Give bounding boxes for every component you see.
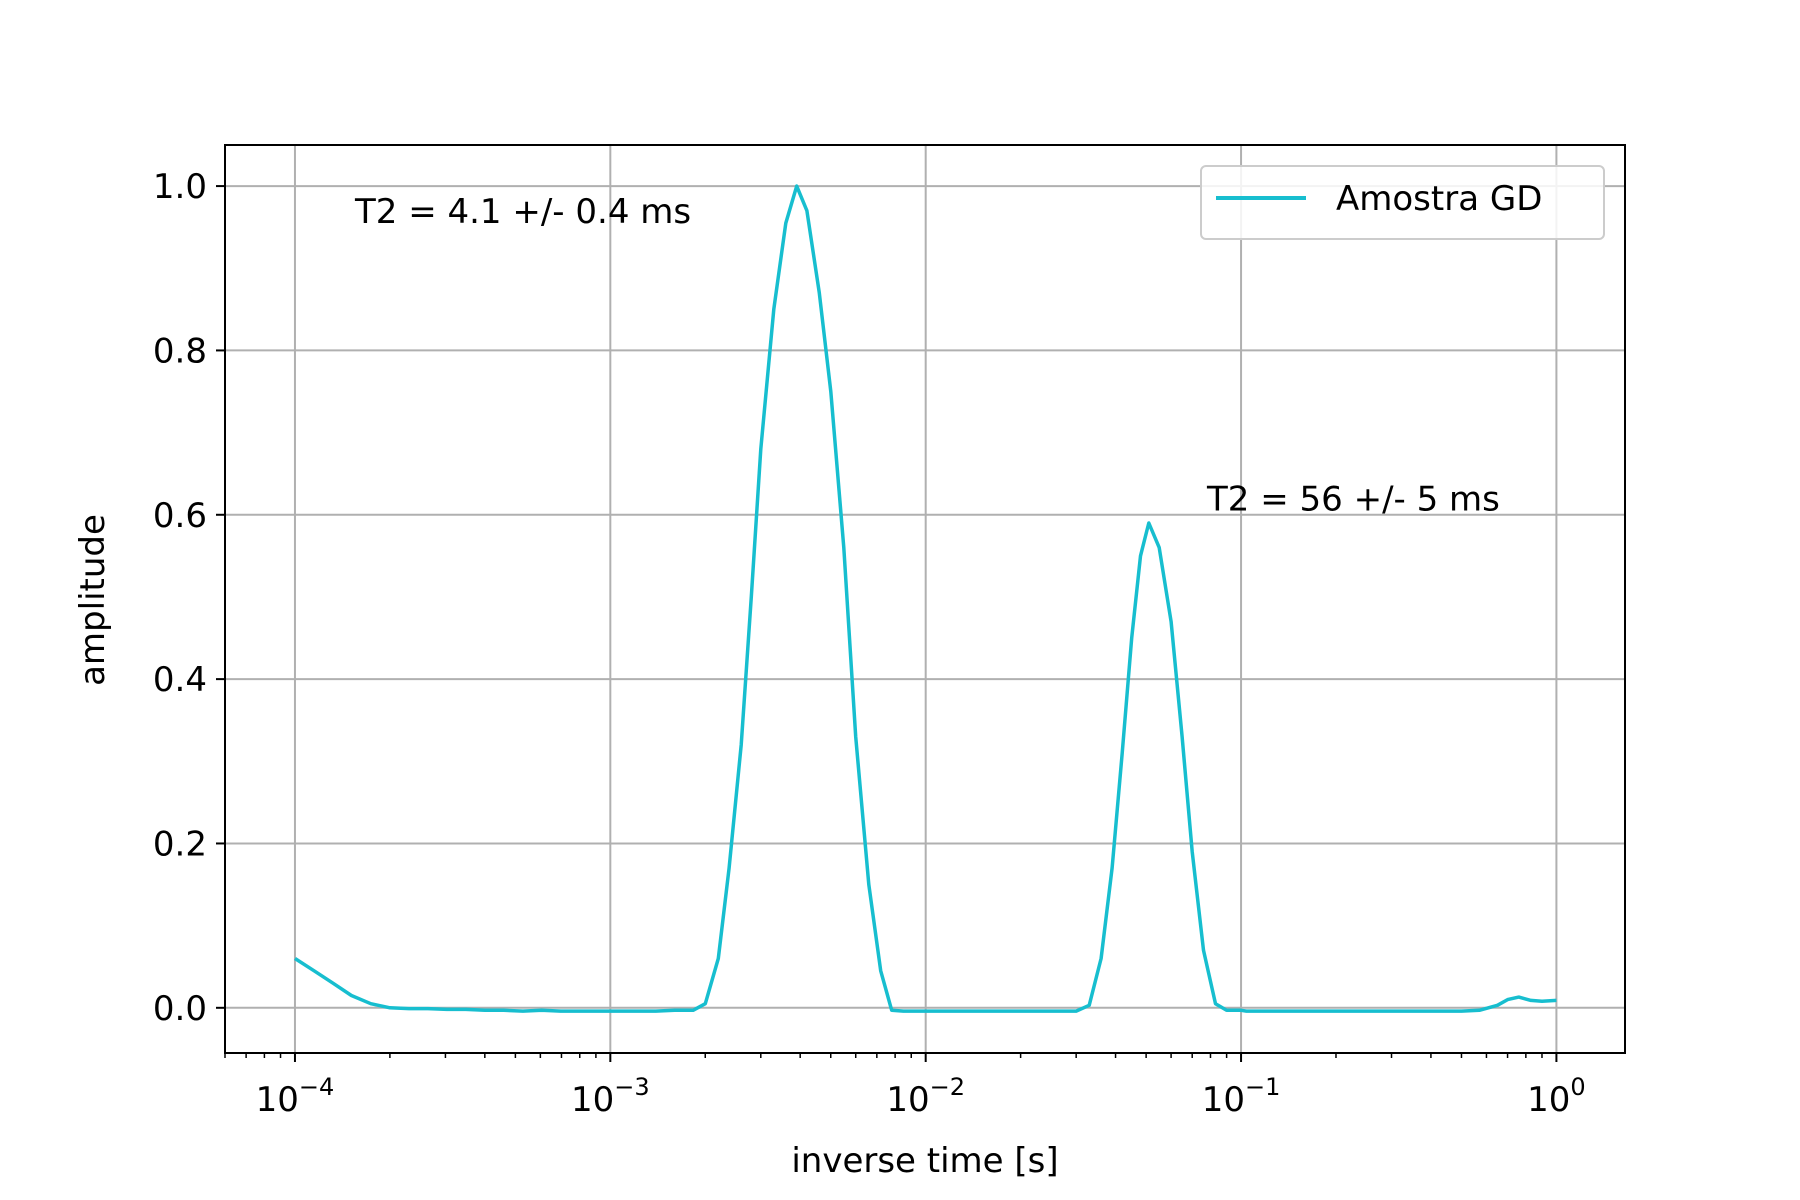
legend-label-amostra-gd: Amostra GD <box>1336 179 1542 219</box>
y-tick-labels: 0.0 0.2 0.4 0.6 0.8 1.0 <box>153 167 207 1029</box>
y-tick-label: 0.4 <box>153 660 207 700</box>
x-tick-exponent: −4 <box>299 1073 334 1101</box>
x-tick-label: 10−4 <box>256 1073 335 1120</box>
x-axis-label: inverse time [s] <box>791 1141 1058 1181</box>
ticks <box>216 185 1558 1062</box>
y-tick-label: 1.0 <box>153 167 207 207</box>
x-tick-label: 10−2 <box>886 1073 965 1120</box>
y-tick-label: 0.6 <box>153 496 207 536</box>
x-tick-label: 100 <box>1527 1073 1586 1120</box>
y-tick-label: 0.2 <box>153 824 207 864</box>
x-tick-exponent: −2 <box>930 1073 965 1101</box>
legend: Amostra GD <box>1200 165 1605 240</box>
y-tick-label: 0.0 <box>153 989 207 1029</box>
x-tick-label: 10−1 <box>1202 1073 1281 1120</box>
x-tick-base: 10 <box>886 1080 929 1120</box>
x-tick-exponent: 0 <box>1570 1073 1585 1101</box>
peak-annotation: T2 = 56 +/- 5 ms <box>1206 480 1500 520</box>
x-tick-exponent: −1 <box>1245 1073 1280 1101</box>
x-tick-base: 10 <box>571 1080 614 1120</box>
annotations: T2 = 4.1 +/- 0.4 ms T2 = 56 +/- 5 ms <box>354 192 1500 520</box>
x-tick-exponent: −3 <box>614 1073 649 1101</box>
y-tick-label: 0.8 <box>153 331 207 371</box>
series-layer <box>294 184 1557 1013</box>
series-line-amostra-gd <box>294 184 1557 1013</box>
x-tick-labels: 10−4 10−3 10−2 10−1 100 <box>256 1073 1586 1120</box>
x-tick-base: 10 <box>256 1080 299 1120</box>
x-tick-base: 10 <box>1527 1080 1570 1120</box>
y-axis-label: amplitude <box>73 514 113 686</box>
peak-annotation: T2 = 4.1 +/- 0.4 ms <box>354 192 691 232</box>
x-tick-base: 10 <box>1202 1080 1245 1120</box>
legend-box <box>1200 165 1605 240</box>
x-tick-label: 10−3 <box>571 1073 650 1120</box>
